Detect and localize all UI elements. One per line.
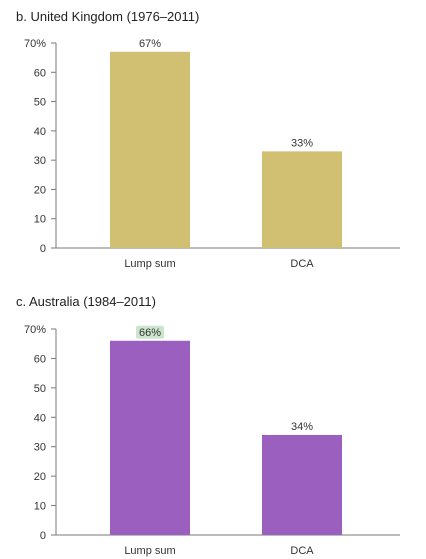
data-label: 34% (291, 421, 313, 433)
data-label-highlight (136, 325, 164, 339)
x-tick-label: DCA (290, 545, 314, 557)
x-tick-label: Lump sum (124, 258, 175, 270)
chart-title: b. United Kingdom (1976–2011) (16, 9, 199, 24)
y-tick-label: 20 (34, 184, 46, 196)
x-tick-label: Lump sum (124, 545, 175, 557)
data-label: 66% (139, 327, 161, 339)
y-tick-label: 50 (34, 383, 46, 395)
bar-lump-sum (110, 340, 190, 535)
y-tick-label: 50 (34, 97, 46, 109)
chart-title: c. Australia (1984–2011) (16, 294, 156, 309)
y-tick-label: 70% (24, 38, 46, 50)
y-tick-label: 60 (34, 353, 46, 365)
y-tick-label: 10 (34, 501, 46, 513)
y-tick-label: 0 (40, 243, 46, 255)
y-tick-label: 70% (24, 324, 46, 336)
bar-dca (262, 151, 342, 248)
y-tick-label: 40 (34, 126, 46, 138)
y-tick-label: 0 (40, 530, 46, 542)
y-tick-label: 40 (34, 412, 46, 424)
y-tick-label: 30 (34, 155, 46, 167)
y-tick-label: 20 (34, 471, 46, 483)
bar-dca (262, 434, 342, 535)
y-tick-label: 60 (34, 67, 46, 79)
data-label: 67% (139, 38, 161, 50)
y-tick-label: 10 (34, 214, 46, 226)
data-label: 33% (291, 137, 313, 149)
bar-lump-sum (110, 51, 190, 249)
x-tick-label: DCA (290, 258, 314, 270)
y-tick-label: 30 (34, 442, 46, 454)
